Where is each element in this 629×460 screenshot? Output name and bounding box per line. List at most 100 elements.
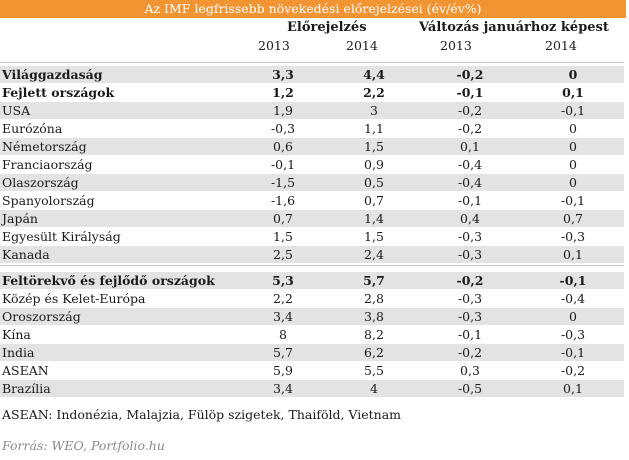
table-row: Franciaország -0,1 0,9 -0,4 0: [0, 155, 624, 174]
value-change-2014: 0: [522, 66, 624, 84]
value-change-2013: -0,5: [418, 379, 522, 398]
country-name: Spanyolország: [0, 191, 236, 210]
value-change-2014: 0,7: [522, 209, 624, 228]
forecast-header: Előrejelzés: [287, 20, 367, 35]
value-change-2013: 0,1: [418, 137, 522, 156]
country-name: Japán: [0, 209, 236, 228]
value-change-2014: 0: [522, 155, 624, 174]
value-forecast-2013: 3,4: [236, 379, 330, 398]
value-forecast-2013: 1,9: [236, 101, 330, 120]
value-change-2013: -0,4: [418, 155, 522, 174]
value-change-2013: -0,4: [418, 173, 522, 192]
value-forecast-2013: 3,3: [236, 66, 330, 84]
table-row: USA 1,9 3 -0,2 -0,1: [0, 101, 624, 120]
country-name: Németország: [0, 137, 236, 156]
table-row: Brazília 3,4 4 -0,5 0,1: [0, 379, 624, 398]
group-separator: [0, 265, 624, 266]
value-change-2014: -0,2: [522, 361, 624, 380]
value-change-2014: 0,1: [522, 245, 624, 264]
value-forecast-2014: 5,7: [330, 272, 418, 290]
value-change-2013: -0,2: [418, 343, 522, 362]
header-separator: [0, 62, 624, 63]
country-name: Feltörekvő és fejlődő országok: [0, 272, 236, 290]
value-change-2013: -0,3: [418, 307, 522, 326]
value-change-2013: -0,2: [418, 119, 522, 138]
table-row: Spanyolország -1,6 0,7 -0,1 -0,1: [0, 191, 624, 210]
table-row: India 5,7 6,2 -0,2 -0,1: [0, 343, 624, 362]
developed-table: Világgazdaság 3,3 4,4 -0,2 0 Fejlett országok…: [0, 66, 624, 264]
value-forecast-2013: -1,5: [236, 173, 330, 192]
value-forecast-2014: 1,4: [330, 209, 418, 228]
country-name: India: [0, 343, 236, 362]
table-row: Kanada 2,5 2,4 -0,3 0,1: [0, 245, 624, 264]
value-forecast-2013: 3,4: [236, 307, 330, 326]
value-change-2014: -0,3: [522, 325, 624, 344]
table-title: Az IMF legfrissebb növekedési előrejelzé…: [0, 0, 626, 18]
value-change-2014: -0,3: [522, 227, 624, 246]
value-forecast-2014: 8,2: [330, 325, 418, 344]
country-name: Fejlett országok: [0, 83, 236, 102]
table-row: Fejlett országok 1,2 2,2 -0,1 0,1: [0, 83, 624, 102]
value-change-2013: 0,3: [418, 361, 522, 380]
value-change-2013: 0,4: [418, 209, 522, 228]
table-row: Oroszország 3,4 3,8 -0,3 0: [0, 307, 624, 326]
value-change-2013: -0,2: [418, 272, 522, 290]
value-forecast-2014: 6,2: [330, 343, 418, 362]
year-header-change-2014: 2014: [545, 38, 577, 53]
value-forecast-2014: 4,4: [330, 66, 418, 84]
table-row: Olaszország -1,5 0,5 -0,4 0: [0, 173, 624, 192]
year-header-forecast-2014: 2014: [346, 38, 378, 53]
value-change-2014: -0,1: [522, 272, 624, 290]
emerging-table: Feltörekvő és fejlődő országok 5,3 5,7 -0,2…: [0, 272, 624, 398]
value-change-2013: -0,3: [418, 227, 522, 246]
value-change-2014: 0,1: [522, 83, 624, 102]
value-change-2014: -0,1: [522, 101, 624, 120]
country-name: Oroszország: [0, 307, 236, 326]
value-forecast-2013: 5,9: [236, 361, 330, 380]
value-change-2013: -0,1: [418, 83, 522, 102]
country-name: Kína: [0, 325, 236, 344]
value-forecast-2013: 2,5: [236, 245, 330, 264]
country-name: ASEAN: [0, 361, 236, 380]
value-change-2014: 0: [522, 173, 624, 192]
value-change-2013: -0,2: [418, 101, 522, 120]
table-row: Közép és Kelet-Európa 2,2 2,8 -0,3 -0,4: [0, 289, 624, 308]
value-forecast-2014: 1,1: [330, 119, 418, 138]
table-row: Eurózóna -0,3 1,1 -0,2 0: [0, 119, 624, 138]
value-forecast-2013: 5,7: [236, 343, 330, 362]
value-forecast-2013: 8: [236, 325, 330, 344]
value-forecast-2014: 2,4: [330, 245, 418, 264]
country-name: Közép és Kelet-Európa: [0, 289, 236, 308]
value-forecast-2014: 3: [330, 101, 418, 120]
year-header-change-2013: 2013: [440, 38, 472, 53]
value-forecast-2014: 5,5: [330, 361, 418, 380]
table-row: Kína 8 8,2 -0,1 -0,3: [0, 325, 624, 344]
value-forecast-2013: 2,2: [236, 289, 330, 308]
value-forecast-2014: 0,5: [330, 173, 418, 192]
value-change-2014: 0: [522, 137, 624, 156]
value-change-2014: -0,1: [522, 191, 624, 210]
country-name: Egyesült Királyság: [0, 227, 236, 246]
table-row: Feltörekvő és fejlődő országok 5,3 5,7 -0,2…: [0, 272, 624, 290]
country-name: Brazília: [0, 379, 236, 398]
value-forecast-2013: 1,2: [236, 83, 330, 102]
value-change-2014: -0,4: [522, 289, 624, 308]
country-name: Eurózóna: [0, 119, 236, 138]
value-forecast-2014: 2,2: [330, 83, 418, 102]
value-forecast-2013: -0,1: [236, 155, 330, 174]
value-forecast-2014: 2,8: [330, 289, 418, 308]
value-change-2013: -0,3: [418, 245, 522, 264]
value-forecast-2014: 0,9: [330, 155, 418, 174]
change-header: Változás januárhoz képest: [419, 20, 609, 35]
value-forecast-2013: -1,6: [236, 191, 330, 210]
value-forecast-2013: 5,3: [236, 272, 330, 290]
value-change-2013: -0,1: [418, 325, 522, 344]
country-name: USA: [0, 101, 236, 120]
year-header-forecast-2013: 2013: [258, 38, 290, 53]
table-row: Egyesült Királyság 1,5 1,5 -0,3 -0,3: [0, 227, 624, 246]
table-row: Japán 0,7 1,4 0,4 0,7: [0, 209, 624, 228]
table-row: ASEAN 5,9 5,5 0,3 -0,2: [0, 361, 624, 380]
value-change-2014: -0,1: [522, 343, 624, 362]
value-forecast-2014: 3,8: [330, 307, 418, 326]
